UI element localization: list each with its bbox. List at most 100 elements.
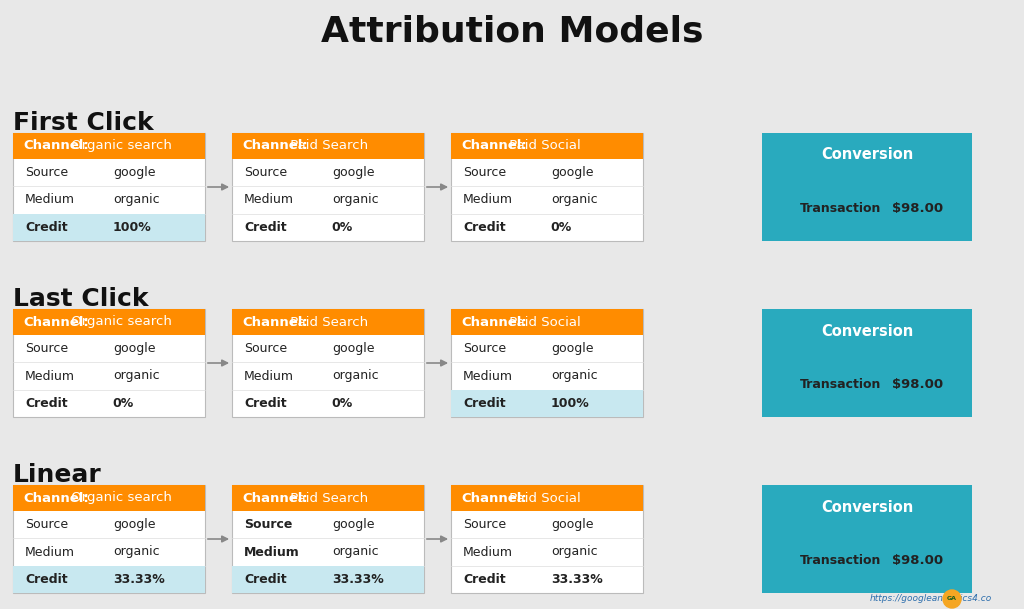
FancyBboxPatch shape: [451, 485, 643, 593]
FancyBboxPatch shape: [13, 485, 205, 593]
FancyBboxPatch shape: [232, 485, 424, 593]
FancyBboxPatch shape: [232, 133, 424, 241]
FancyBboxPatch shape: [451, 309, 643, 335]
Text: Medium: Medium: [463, 546, 513, 558]
Text: Transaction: Transaction: [800, 554, 882, 567]
Text: 0%: 0%: [113, 397, 134, 410]
Text: organic: organic: [332, 370, 379, 382]
Text: Channel:: Channel:: [23, 139, 89, 152]
Text: organic: organic: [113, 546, 160, 558]
Text: Medium: Medium: [244, 194, 294, 206]
Circle shape: [943, 590, 961, 608]
Text: Paid Search: Paid Search: [286, 315, 368, 328]
FancyBboxPatch shape: [451, 133, 643, 159]
Text: Source: Source: [25, 342, 69, 355]
FancyBboxPatch shape: [232, 566, 424, 593]
Text: GA: GA: [947, 596, 957, 602]
Text: Source: Source: [244, 342, 287, 355]
Text: organic: organic: [113, 194, 160, 206]
Text: https://googleanalytics4.co: https://googleanalytics4.co: [869, 594, 992, 603]
FancyBboxPatch shape: [451, 133, 643, 241]
Text: Transaction: Transaction: [800, 202, 882, 215]
Text: 33.33%: 33.33%: [551, 573, 602, 586]
Text: Medium: Medium: [25, 546, 75, 558]
Text: Source: Source: [244, 518, 293, 531]
Text: Medium: Medium: [244, 370, 294, 382]
Text: Credit: Credit: [463, 397, 506, 410]
Text: Source: Source: [25, 518, 69, 531]
Text: Credit: Credit: [463, 573, 506, 586]
Text: Source: Source: [463, 518, 506, 531]
Text: google: google: [551, 518, 593, 531]
Text: organic: organic: [551, 370, 597, 382]
Text: 0%: 0%: [332, 397, 353, 410]
Text: 0%: 0%: [332, 221, 353, 234]
Text: Medium: Medium: [25, 370, 75, 382]
FancyBboxPatch shape: [762, 485, 972, 593]
Text: Organic search: Organic search: [67, 491, 172, 504]
Text: google: google: [113, 518, 156, 531]
Text: Credit: Credit: [244, 573, 287, 586]
Text: Channel:: Channel:: [23, 315, 89, 328]
Text: google: google: [332, 518, 375, 531]
Text: google: google: [551, 166, 593, 179]
Text: Paid Social: Paid Social: [505, 139, 581, 152]
Text: Paid Social: Paid Social: [505, 315, 581, 328]
Text: Paid Search: Paid Search: [286, 139, 368, 152]
Text: Organic search: Organic search: [67, 139, 172, 152]
Text: Channel:: Channel:: [461, 139, 526, 152]
FancyBboxPatch shape: [13, 485, 205, 511]
Text: Attribution Models: Attribution Models: [321, 14, 703, 48]
Text: google: google: [551, 342, 593, 355]
Text: Medium: Medium: [463, 370, 513, 382]
Text: Conversion: Conversion: [821, 499, 913, 515]
FancyBboxPatch shape: [13, 566, 205, 593]
Text: Paid Search: Paid Search: [286, 491, 368, 504]
Text: Paid Social: Paid Social: [505, 491, 581, 504]
Text: Organic search: Organic search: [67, 315, 172, 328]
Text: 0%: 0%: [551, 221, 572, 234]
Text: Credit: Credit: [244, 397, 287, 410]
FancyBboxPatch shape: [13, 309, 205, 417]
FancyBboxPatch shape: [13, 214, 205, 241]
Text: Transaction: Transaction: [800, 378, 882, 391]
Text: Credit: Credit: [244, 221, 287, 234]
Text: organic: organic: [332, 546, 379, 558]
Text: 100%: 100%: [113, 221, 152, 234]
Text: Credit: Credit: [25, 573, 68, 586]
FancyBboxPatch shape: [451, 390, 643, 417]
Text: Source: Source: [463, 166, 506, 179]
FancyBboxPatch shape: [451, 485, 643, 511]
FancyBboxPatch shape: [13, 309, 205, 335]
FancyBboxPatch shape: [13, 133, 205, 241]
Text: Source: Source: [244, 166, 287, 179]
Text: Source: Source: [463, 342, 506, 355]
Text: Linear: Linear: [13, 463, 101, 487]
Text: Channel:: Channel:: [242, 139, 308, 152]
Text: google: google: [332, 342, 375, 355]
Text: organic: organic: [551, 546, 597, 558]
Text: Channel:: Channel:: [461, 491, 526, 504]
Text: 33.33%: 33.33%: [332, 573, 384, 586]
Text: google: google: [113, 166, 156, 179]
Text: Channel:: Channel:: [242, 315, 308, 328]
Text: Channel:: Channel:: [461, 315, 526, 328]
Text: $98.00: $98.00: [892, 378, 943, 391]
Text: google: google: [332, 166, 375, 179]
Text: organic: organic: [551, 194, 597, 206]
Text: Medium: Medium: [463, 194, 513, 206]
Text: Medium: Medium: [25, 194, 75, 206]
Text: Source: Source: [25, 166, 69, 179]
FancyBboxPatch shape: [232, 133, 424, 159]
FancyBboxPatch shape: [232, 309, 424, 335]
Text: organic: organic: [332, 194, 379, 206]
FancyBboxPatch shape: [762, 309, 972, 417]
Text: Conversion: Conversion: [821, 147, 913, 163]
FancyBboxPatch shape: [13, 133, 205, 159]
FancyBboxPatch shape: [232, 309, 424, 417]
Text: Medium: Medium: [244, 546, 300, 558]
FancyBboxPatch shape: [762, 133, 972, 241]
Text: Last Click: Last Click: [13, 287, 148, 311]
Text: 100%: 100%: [551, 397, 590, 410]
Text: Credit: Credit: [25, 397, 68, 410]
